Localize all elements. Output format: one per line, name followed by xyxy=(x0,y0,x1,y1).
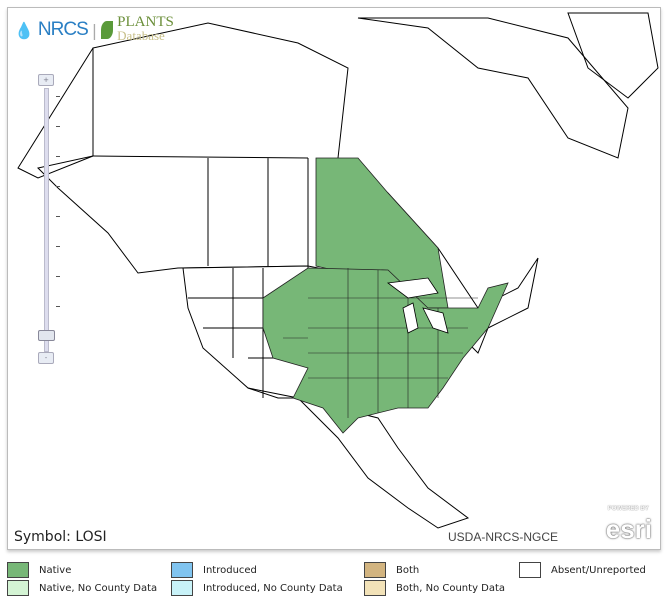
legend-swatch xyxy=(519,562,541,578)
native-us xyxy=(262,267,509,434)
legend-introduced: Introduced xyxy=(171,562,257,578)
zoom-tick xyxy=(56,96,60,97)
legend-introduced-no-county: Introduced, No County Data xyxy=(171,580,343,596)
plants-text: PLANTS xyxy=(117,14,174,30)
distribution-map[interactable]: 💧 NRCS | PLANTS Database + - Symbol: LOS… xyxy=(7,7,661,550)
zoom-tick xyxy=(56,186,60,187)
legend-label: Both xyxy=(396,564,420,576)
credit-text: USDA-NRCS-NGCE xyxy=(447,530,558,544)
database-text: Database xyxy=(117,28,165,43)
legend-native-no-county: Native, No County Data xyxy=(7,580,157,596)
legend-label: Introduced, No County Data xyxy=(203,582,343,594)
mexico xyxy=(247,387,470,529)
esri-logo: POWERED BY esri xyxy=(605,506,652,545)
plants-logo-text: PLANTS Database xyxy=(117,14,174,44)
legend-label: Native xyxy=(39,564,72,576)
canada-provinces xyxy=(92,155,309,266)
legend-swatch xyxy=(364,580,386,596)
legend-both-no-county: Both, No County Data xyxy=(364,580,505,596)
arctic-islands xyxy=(357,17,629,159)
zoom-slider[interactable]: + - xyxy=(38,74,60,364)
zoom-out-button[interactable]: - xyxy=(38,352,54,364)
legend-swatch xyxy=(7,562,29,578)
state-borders xyxy=(283,268,478,418)
legend-label: Native, No County Data xyxy=(39,582,158,594)
zoom-tick xyxy=(56,216,60,217)
zoom-in-button[interactable]: + xyxy=(38,74,54,86)
zoom-tick xyxy=(56,246,60,247)
legend-swatch xyxy=(7,580,29,596)
legend-native: Native xyxy=(7,562,71,578)
western-states xyxy=(188,268,308,398)
great-lakes xyxy=(386,277,449,334)
water-drop-icon: 💧 xyxy=(14,20,34,40)
nrcs-text: NRCS xyxy=(37,19,89,40)
zoom-thumb[interactable] xyxy=(38,330,55,341)
canada-outline xyxy=(36,22,539,354)
legend-swatch xyxy=(171,580,193,596)
zoom-tick xyxy=(56,126,60,127)
zoom-track[interactable] xyxy=(44,88,49,352)
legend-both: Both xyxy=(364,562,419,578)
legend-label: Introduced xyxy=(203,564,257,576)
zoom-tick xyxy=(56,156,60,157)
legend-swatch xyxy=(364,562,386,578)
alaska-outline xyxy=(17,47,94,179)
legend-swatch xyxy=(171,562,193,578)
greenland xyxy=(567,12,659,99)
zoom-tick xyxy=(56,276,60,277)
legend-label: Absent/Unreported xyxy=(551,564,646,576)
legend-absent: Absent/Unreported xyxy=(519,562,646,578)
nrcs-plants-logo: 💧 NRCS | PLANTS Database xyxy=(14,14,174,44)
map-canvas[interactable] xyxy=(8,8,660,549)
legend-label: Both, No County Data xyxy=(396,582,506,594)
esri-text: esri xyxy=(605,514,652,544)
powered-by-text: POWERED BY xyxy=(607,506,649,512)
zoom-tick xyxy=(56,306,60,307)
logo-divider: | xyxy=(91,20,98,40)
leaf-icon xyxy=(101,21,114,39)
symbol-label: Symbol: LOSI xyxy=(14,529,107,545)
